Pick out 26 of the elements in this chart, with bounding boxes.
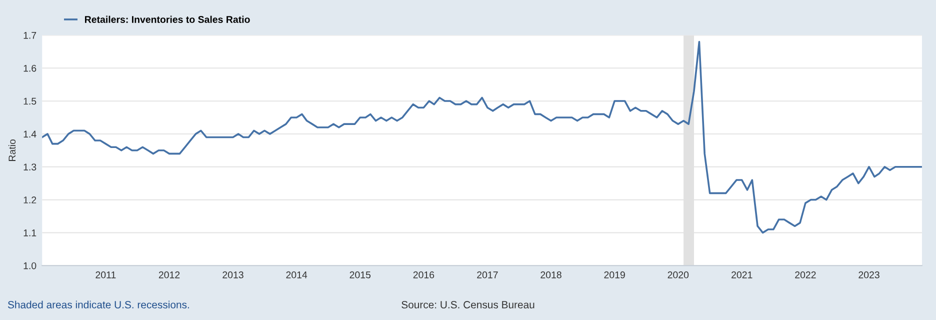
y-tick-label: 1.7 <box>24 32 36 39</box>
x-tick-label: 2012 <box>158 271 180 278</box>
x-tick-label: 2016 <box>413 271 434 278</box>
y-tick-label: 1.1 <box>24 230 36 236</box>
x-tick-label: 2023 <box>858 271 880 278</box>
y-tick-label: 1.3 <box>24 164 36 170</box>
y-tick-label: 1.0 <box>24 262 36 270</box>
y-tick-label: 1.4 <box>24 130 36 138</box>
x-tick-label: 2022 <box>795 271 816 278</box>
text: Shaded areas indicate U.S. recessions. <box>8 300 189 308</box>
x-tick-label: 2013 <box>222 271 244 278</box>
x-tick-label: 2014 <box>286 271 308 278</box>
x-tick-label: 2021 <box>732 271 752 278</box>
x-tick-label: 2011 <box>96 271 116 278</box>
x-tick-label: 2018 <box>540 271 562 278</box>
y-tick-label: 1.2 <box>24 196 36 204</box>
x-tick-label: 2017 <box>477 271 498 278</box>
y-axis-title: Ratio <box>8 139 16 161</box>
y-tick-label: 1.6 <box>24 64 36 72</box>
x-tick-label: 2015 <box>350 271 371 278</box>
x-tick-label: 2020 <box>668 271 689 278</box>
source-note: Source: U.S. Census Bureau <box>402 301 534 308</box>
y-tick-label: 1.5 <box>24 98 36 105</box>
line-series <box>42 40 922 234</box>
x-tick-label: 2019 <box>604 271 625 278</box>
legend-label: Retailers: Inventories to Sales Ratio <box>85 16 250 23</box>
